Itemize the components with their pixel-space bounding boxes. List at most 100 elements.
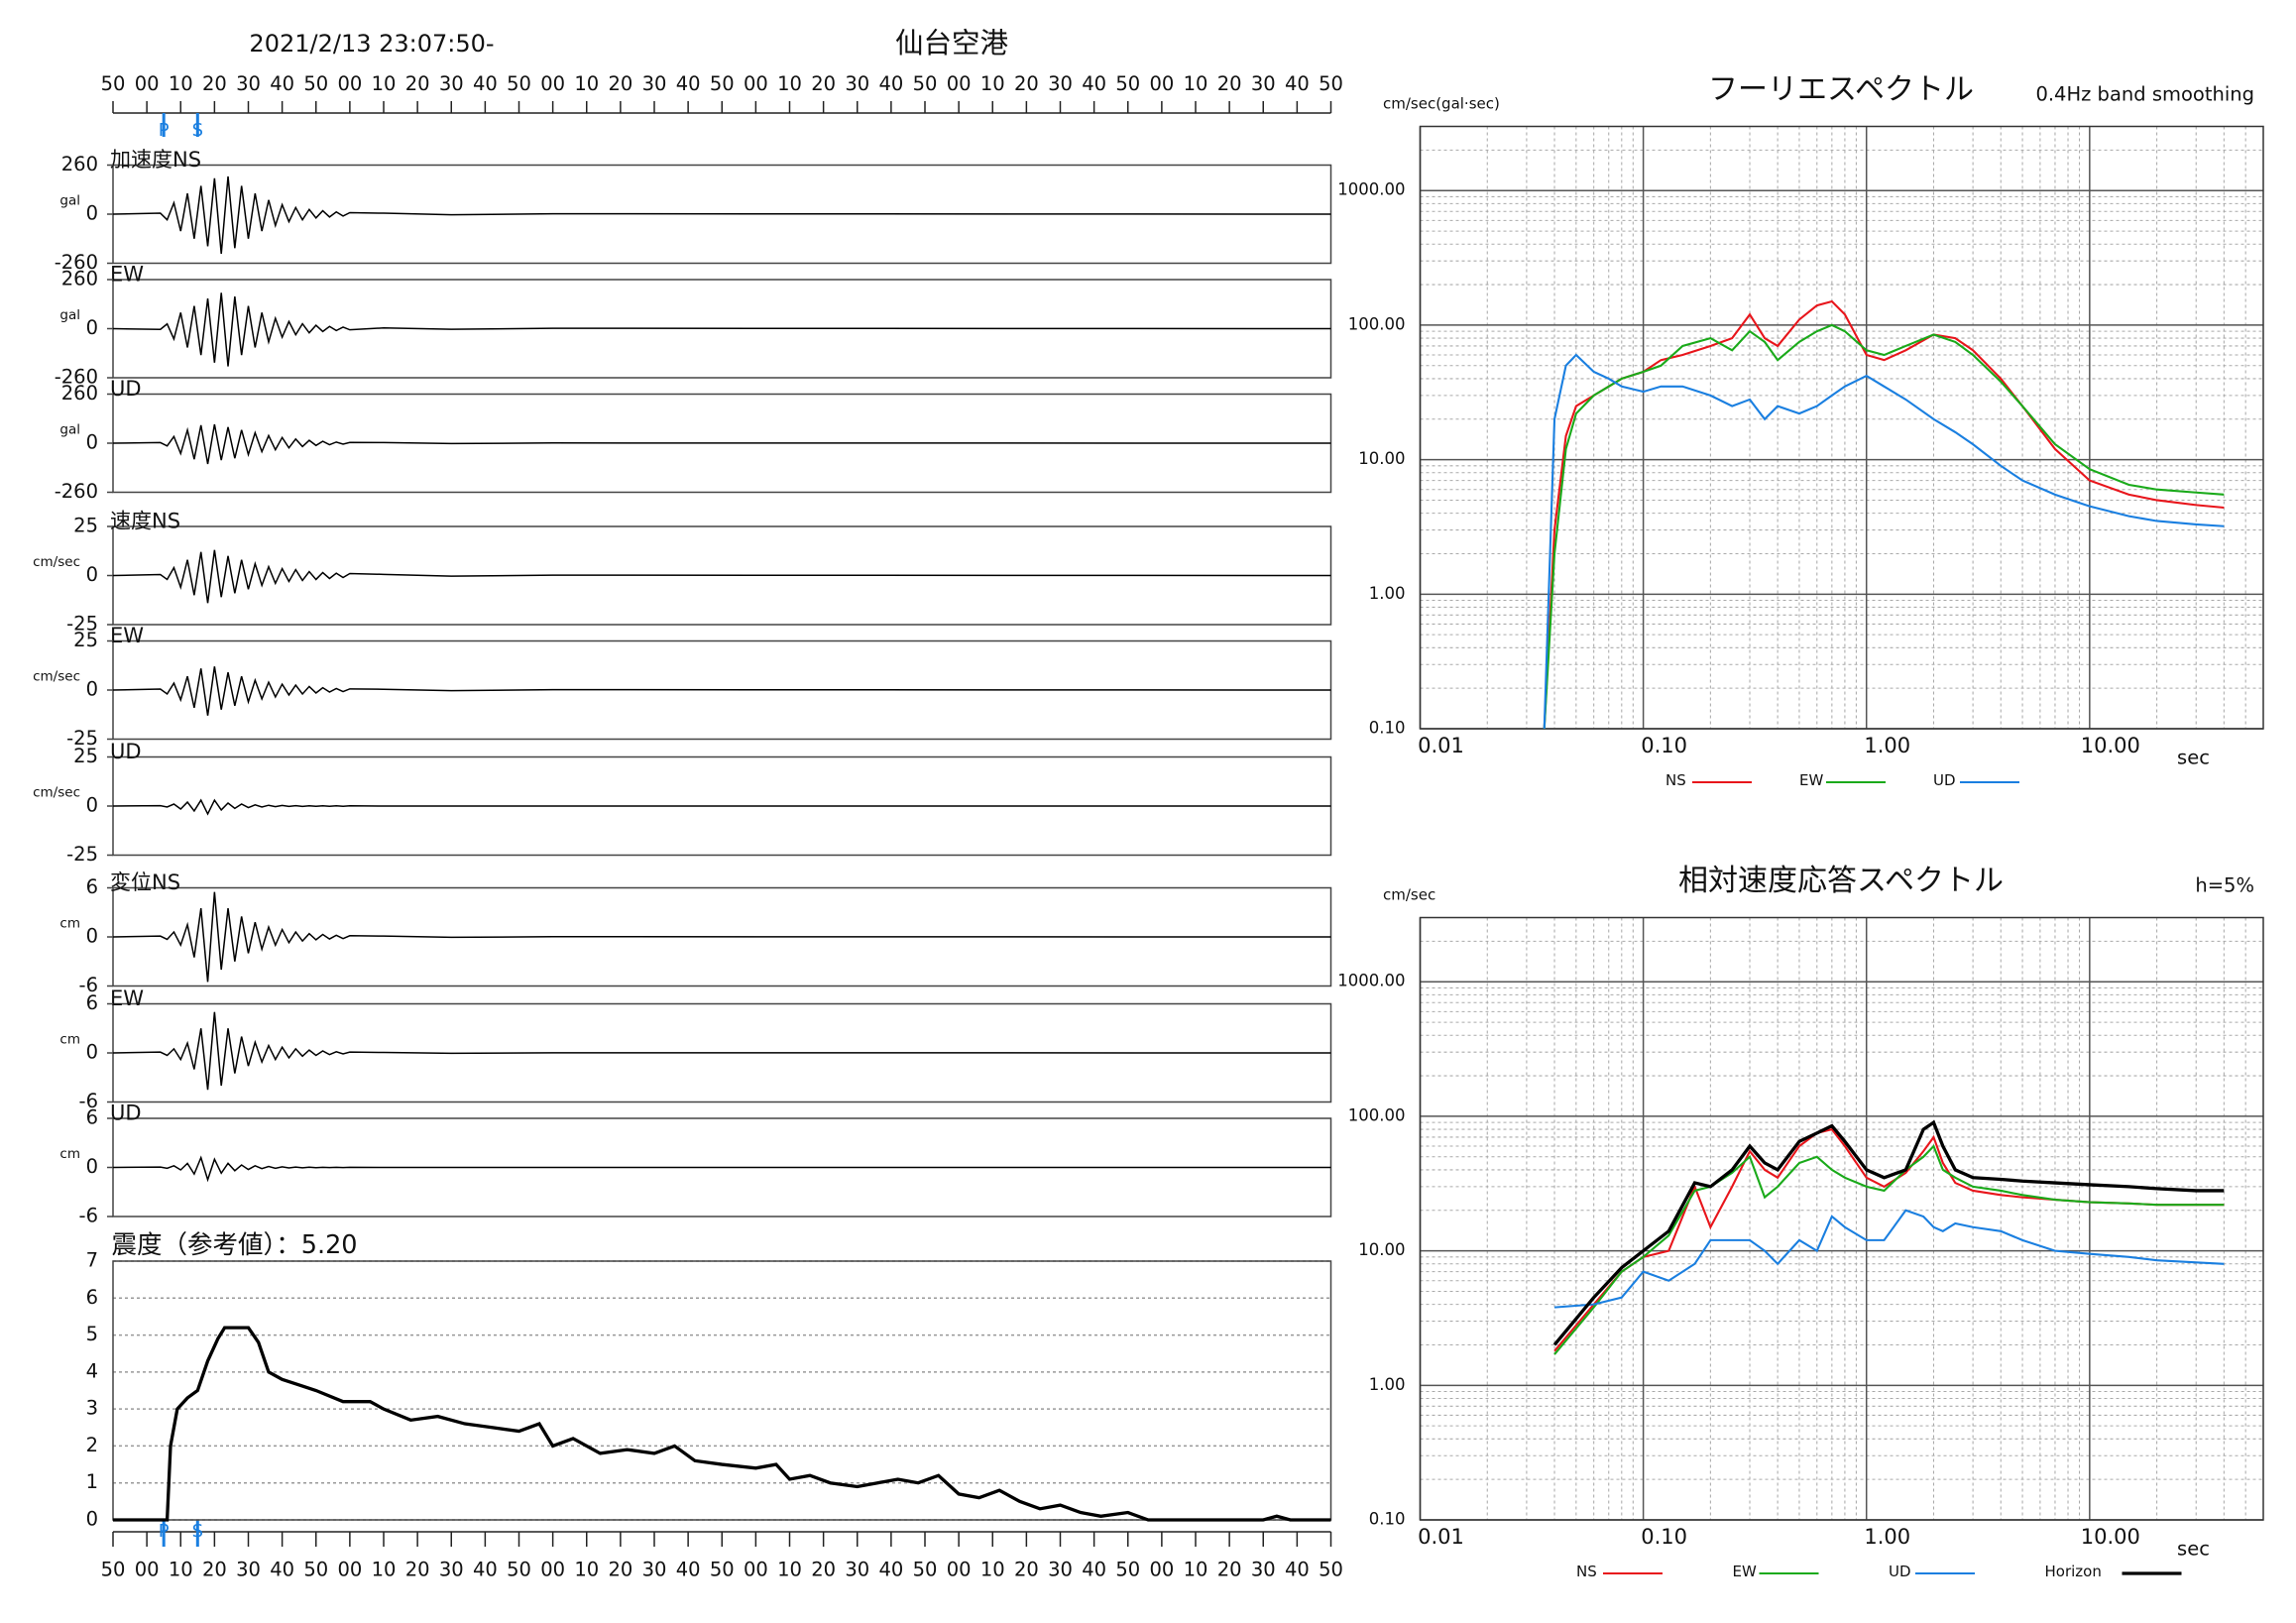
time-tick-label: 50 xyxy=(507,72,531,95)
time-tick-label: 00 xyxy=(337,1559,362,1581)
y-tick-label: 0 xyxy=(86,202,98,225)
y-tick-label: -260 xyxy=(55,251,98,274)
x-axis-label: sec xyxy=(2177,1538,2210,1561)
spectrum-line xyxy=(1543,323,2225,730)
time-tick-label: 50 xyxy=(710,1559,735,1581)
time-tick-label: 30 xyxy=(439,1559,464,1581)
time-tick-label: 50 xyxy=(913,72,938,95)
time-tick-label: 00 xyxy=(947,1559,972,1581)
y-tick-label: 1000.00 xyxy=(1337,180,1405,199)
time-tick-label: 50 xyxy=(101,1559,126,1581)
time-tick-label: 40 xyxy=(676,72,701,95)
time-tick-label: 40 xyxy=(1285,72,1310,95)
time-tick-label: 20 xyxy=(405,1559,430,1581)
y-tick-label: 260 xyxy=(61,268,98,290)
trace-unit: cm xyxy=(59,1032,80,1048)
plot-frame xyxy=(1419,125,2264,730)
y-tick-label: -6 xyxy=(79,1090,98,1112)
time-tick-label: 30 xyxy=(1251,72,1276,95)
y-axis-label: cm/sec(gal·sec) xyxy=(1383,95,1500,113)
time-tick-label: 20 xyxy=(608,1559,632,1581)
y-tick-label: -6 xyxy=(79,1205,98,1227)
phase-label: S xyxy=(192,1521,203,1542)
y-tick-label: 25 xyxy=(73,745,98,767)
phase-label: P xyxy=(159,120,170,141)
legend-label: UD xyxy=(1889,1563,1911,1580)
time-tick-label: 20 xyxy=(608,72,632,95)
station-title: 仙台空港 xyxy=(895,27,1008,59)
intensity-line xyxy=(113,1326,1331,1522)
time-tick-label: 40 xyxy=(473,1559,498,1581)
time-tick-label: 20 xyxy=(1014,1559,1039,1581)
waveform xyxy=(112,666,1331,716)
time-tick-label: 00 xyxy=(135,1559,160,1581)
trace-unit: cm/sec xyxy=(33,669,80,685)
y-tick-label: 260 xyxy=(61,153,98,175)
legend-label: EW xyxy=(1799,771,1823,789)
time-tick-label: 10 xyxy=(980,1559,1005,1581)
trace-name: EW xyxy=(110,263,144,287)
trace-name: 速度NS xyxy=(110,510,180,533)
y-tick-label: -260 xyxy=(55,366,98,389)
spectrum-line xyxy=(1553,1144,2225,1355)
time-tick-label: 20 xyxy=(405,72,430,95)
y-tick-label: 6 xyxy=(86,875,98,898)
time-tick-label: 00 xyxy=(744,72,768,95)
time-tick-label: 20 xyxy=(202,1559,227,1581)
time-tick-label: 20 xyxy=(811,72,836,95)
trace-name: UD xyxy=(110,1101,142,1125)
waveform xyxy=(112,549,1331,604)
time-tick-label: 00 xyxy=(744,1559,768,1581)
time-tick-label: 00 xyxy=(947,72,972,95)
trace-unit: gal xyxy=(59,422,80,438)
legend-label: NS xyxy=(1665,771,1686,789)
time-tick-label: 10 xyxy=(777,72,802,95)
y-tick-label: -25 xyxy=(66,843,98,866)
time-tick-label: 40 xyxy=(270,1559,294,1581)
time-tick-label: 50 xyxy=(507,1559,531,1581)
time-tick-label: 30 xyxy=(845,72,869,95)
trace-unit: gal xyxy=(59,307,80,323)
legend-label: NS xyxy=(1576,1563,1597,1580)
x-tick-label: 1.00 xyxy=(1864,1525,1910,1549)
waveform xyxy=(112,1011,1331,1091)
x-tick-label: 10.00 xyxy=(2081,1525,2140,1549)
y-tick-label: 10.00 xyxy=(1358,1240,1405,1259)
time-tick-label: 00 xyxy=(540,72,565,95)
spectrum-line xyxy=(1553,1209,2225,1309)
y-tick-label: 1.00 xyxy=(1369,1375,1406,1394)
time-tick-label: 50 xyxy=(913,1559,938,1581)
time-tick-label: 00 xyxy=(135,72,160,95)
time-tick-label: 40 xyxy=(1082,1559,1106,1581)
time-tick-label: 10 xyxy=(169,72,193,95)
y-tick-label: -25 xyxy=(66,727,98,750)
time-tick-label: 10 xyxy=(1184,72,1208,95)
time-tick-label: 30 xyxy=(1048,72,1073,95)
phase-label: P xyxy=(159,1521,170,1542)
time-tick-label: 50 xyxy=(303,72,328,95)
y-tick-label: 0.10 xyxy=(1369,719,1406,738)
legend-label: EW xyxy=(1733,1563,1757,1580)
waveform xyxy=(112,891,1331,983)
y-tick-label: 0 xyxy=(86,316,98,339)
trace-name: EW xyxy=(110,624,144,647)
y-tick-label: 0 xyxy=(86,1041,98,1064)
time-tick-label: 10 xyxy=(372,1559,397,1581)
x-tick-label: 1.00 xyxy=(1864,734,1910,757)
time-tick-label: 10 xyxy=(574,72,599,95)
y-tick-label: 3 xyxy=(86,1397,98,1420)
spectrum-subtitle: 0.4Hz band smoothing xyxy=(2035,83,2254,106)
time-tick-label: 40 xyxy=(1285,1559,1310,1581)
y-tick-label: 0.10 xyxy=(1369,1510,1406,1529)
y-tick-label: 1 xyxy=(86,1470,98,1493)
y-tick-label: -260 xyxy=(55,480,98,503)
y-tick-label: 0 xyxy=(86,563,98,586)
intensity-panel xyxy=(112,1260,1332,1521)
time-tick-label: 40 xyxy=(473,72,498,95)
spectrum-title: 相対速度応答スペクトル xyxy=(1678,864,2004,898)
y-tick-label: 7 xyxy=(86,1249,98,1272)
trace-name: 変位NS xyxy=(110,870,180,894)
spectrum-line xyxy=(1552,1119,2225,1346)
time-tick-label: 40 xyxy=(1082,72,1106,95)
